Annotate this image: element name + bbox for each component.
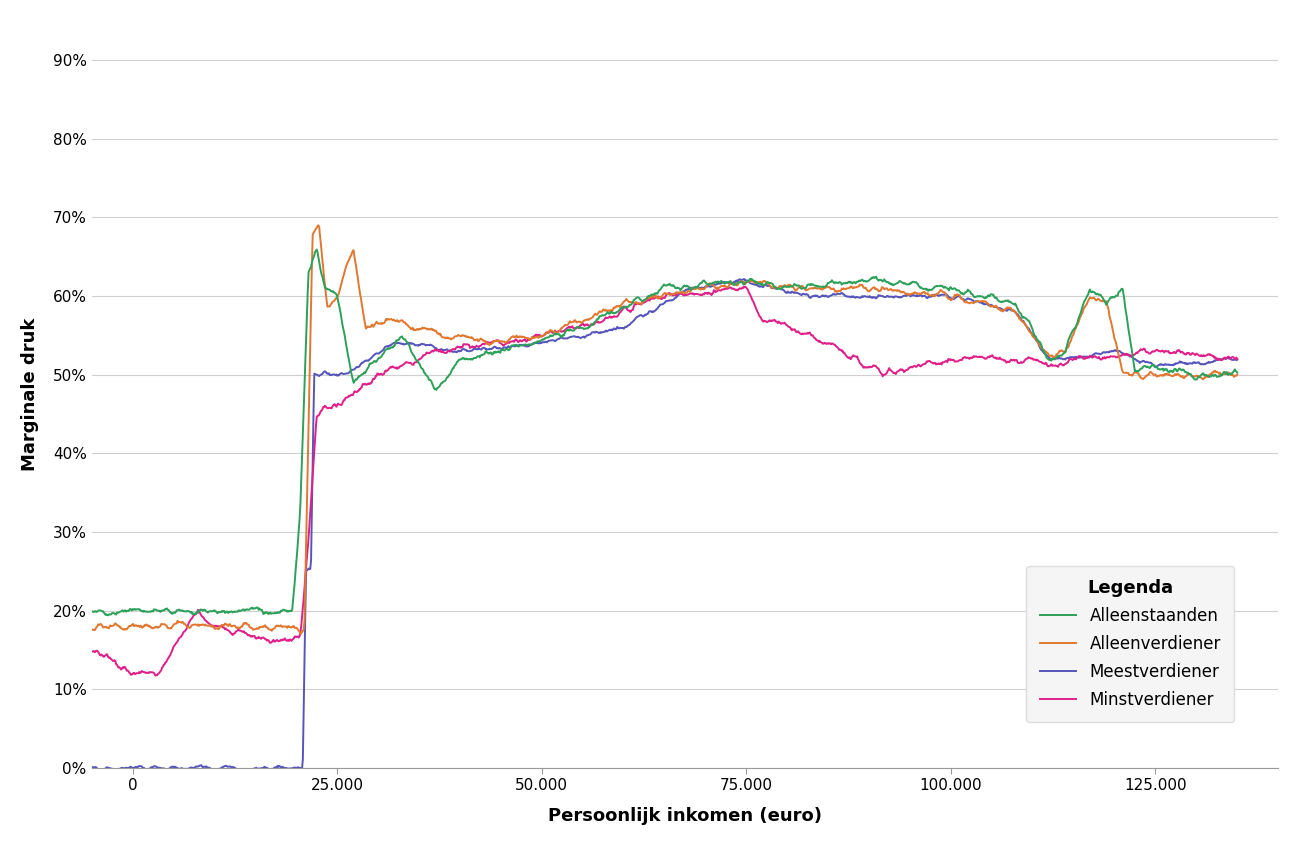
Meestverdiener <box>479 344 495 354</box>
Legend: Alleenstaanden, Alleenverdiener, Meestverdiener, Minstverdiener: Alleenstaanden, Alleenverdiener, Meestve… <box>1026 565 1234 722</box>
Meestverdiener <box>84 762 100 772</box>
Y-axis label: Marginale druk: Marginale druk <box>21 317 39 471</box>
Line: Alleenverdiener: Alleenverdiener <box>92 225 1237 634</box>
Alleenstaanden <box>1229 367 1244 377</box>
Minstverdiener <box>1229 354 1244 364</box>
Meestverdiener <box>1015 316 1030 327</box>
Alleenverdiener <box>481 338 496 349</box>
Meestverdiener <box>362 354 378 364</box>
Minstverdiener <box>613 305 629 316</box>
Minstverdiener <box>84 646 100 656</box>
Line: Meestverdiener: Meestverdiener <box>92 279 1237 771</box>
Alleenstaanden <box>362 359 378 369</box>
Alleenverdiener <box>84 624 100 634</box>
Alleenstaanden <box>1213 371 1229 381</box>
Minstverdiener <box>362 378 378 388</box>
Minstverdiener <box>1015 357 1030 367</box>
Alleenstaanden <box>84 606 100 616</box>
Meestverdiener <box>737 274 752 284</box>
Alleenverdiener <box>686 284 701 294</box>
Meestverdiener <box>1229 354 1244 365</box>
Alleenstaanden <box>100 610 116 620</box>
Meestverdiener <box>613 323 629 333</box>
Minstverdiener <box>1213 355 1229 365</box>
Alleenverdiener <box>1229 370 1244 380</box>
Meestverdiener <box>233 766 248 776</box>
Minstverdiener <box>148 671 164 681</box>
Alleenverdiener <box>362 321 378 332</box>
X-axis label: Persoonlijk inkomen (euro): Persoonlijk inkomen (euro) <box>548 807 822 825</box>
Alleenverdiener <box>614 299 630 309</box>
Alleenverdiener <box>292 629 308 639</box>
Alleenverdiener <box>1213 370 1229 380</box>
Minstverdiener <box>479 337 495 347</box>
Alleenstaanden <box>481 348 496 358</box>
Alleenstaanden <box>309 244 325 255</box>
Alleenverdiener <box>310 220 326 230</box>
Alleenstaanden <box>1015 313 1030 323</box>
Meestverdiener <box>1213 354 1229 365</box>
Line: Alleenstaanden: Alleenstaanden <box>92 250 1237 615</box>
Minstverdiener <box>738 282 753 292</box>
Alleenstaanden <box>614 302 630 312</box>
Alleenstaanden <box>686 283 701 293</box>
Alleenverdiener <box>1015 316 1030 327</box>
Meestverdiener <box>686 283 701 294</box>
Line: Minstverdiener: Minstverdiener <box>92 287 1237 676</box>
Minstverdiener <box>686 289 701 299</box>
